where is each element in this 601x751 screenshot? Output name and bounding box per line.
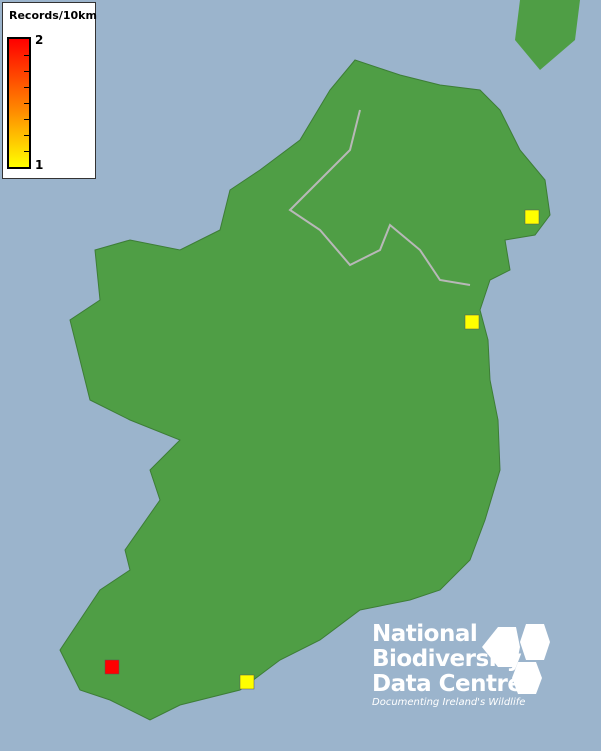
logo-hexagons-icon bbox=[482, 624, 550, 694]
legend-title: Records/10km bbox=[9, 9, 97, 22]
ireland-landmass bbox=[59, 59, 551, 721]
legend: Records/10km 2 1 bbox=[2, 2, 97, 179]
color-ramp bbox=[7, 37, 31, 169]
ni-border bbox=[288, 109, 471, 286]
legend-min-label: 1 bbox=[35, 158, 44, 172]
logo-line1: National bbox=[372, 621, 478, 647]
legend-max-label: 2 bbox=[35, 33, 44, 47]
record-square[interactable] bbox=[524, 209, 540, 225]
record-square[interactable] bbox=[239, 674, 255, 690]
record-square[interactable] bbox=[104, 659, 120, 675]
record-markers bbox=[104, 209, 540, 690]
logo-tagline: Documenting Ireland's Wildlife bbox=[372, 697, 526, 708]
logo-line3: Data Centre bbox=[372, 671, 523, 697]
record-square[interactable] bbox=[464, 314, 480, 330]
scotland-landmass bbox=[515, 0, 580, 70]
